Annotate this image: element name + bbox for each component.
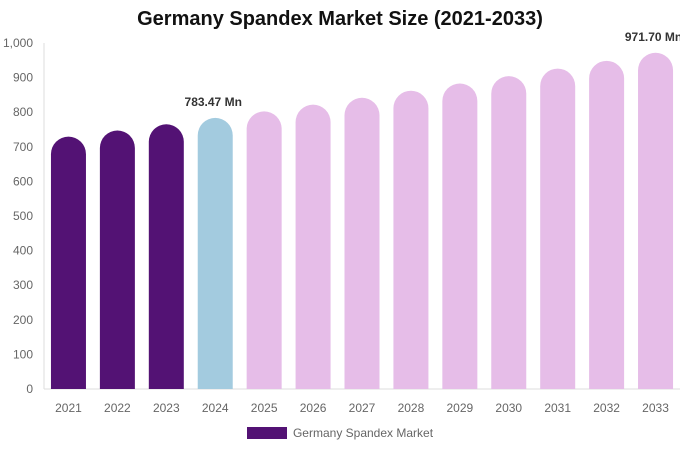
x-tick-label: 2027 bbox=[349, 401, 376, 415]
chart-title: Germany Spandex Market Size (2021-2033) bbox=[137, 8, 543, 30]
data-label: 971.70 Mn bbox=[625, 30, 680, 44]
x-tick-label: 2025 bbox=[251, 401, 278, 415]
y-tick-label: 900 bbox=[13, 71, 33, 85]
bar-2029 bbox=[442, 83, 478, 390]
y-tick-label: 0 bbox=[26, 382, 33, 396]
x-tick-label: 2021 bbox=[55, 401, 82, 415]
bar-2024 bbox=[197, 117, 233, 389]
legend-label: Germany Spandex Market bbox=[292, 426, 434, 440]
x-tick-label: 2022 bbox=[104, 401, 131, 415]
x-tick-label: 2029 bbox=[446, 401, 473, 415]
bar-2032 bbox=[589, 60, 625, 389]
y-tick-label: 300 bbox=[13, 278, 33, 292]
data-label: 783.47 Mn bbox=[185, 95, 242, 109]
bar-2023 bbox=[148, 124, 184, 390]
bar-2021 bbox=[50, 136, 86, 389]
bar-2025 bbox=[246, 111, 282, 389]
y-tick-label: 600 bbox=[13, 174, 33, 188]
bar-2027 bbox=[344, 97, 380, 390]
x-tick-label: 2023 bbox=[153, 401, 180, 415]
y-tick-label: 200 bbox=[13, 313, 33, 327]
y-tick-label: 400 bbox=[13, 244, 33, 258]
x-tick-label: 2024 bbox=[202, 401, 229, 415]
bar-2033 bbox=[638, 52, 674, 389]
x-tick-label: 2033 bbox=[642, 401, 669, 415]
bar-2030 bbox=[491, 76, 527, 390]
y-tick-label: 500 bbox=[13, 209, 33, 223]
y-tick-label: 1,000 bbox=[3, 36, 33, 50]
x-tick-label: 2030 bbox=[495, 401, 522, 415]
bar-2031 bbox=[540, 68, 576, 390]
y-tick-label: 800 bbox=[13, 105, 33, 119]
bar-2022 bbox=[99, 130, 135, 389]
legend: Germany Spandex Market bbox=[0, 426, 680, 440]
y-tick-label: 100 bbox=[13, 347, 33, 361]
x-tick-label: 2026 bbox=[300, 401, 327, 415]
bar-2028 bbox=[393, 90, 429, 389]
bar-2026 bbox=[295, 104, 331, 390]
legend-swatch bbox=[246, 427, 287, 439]
x-tick-label: 2028 bbox=[398, 401, 425, 415]
y-tick-label: 700 bbox=[13, 140, 33, 154]
x-tick-label: 2032 bbox=[593, 401, 620, 415]
x-tick-label: 2031 bbox=[544, 401, 571, 415]
